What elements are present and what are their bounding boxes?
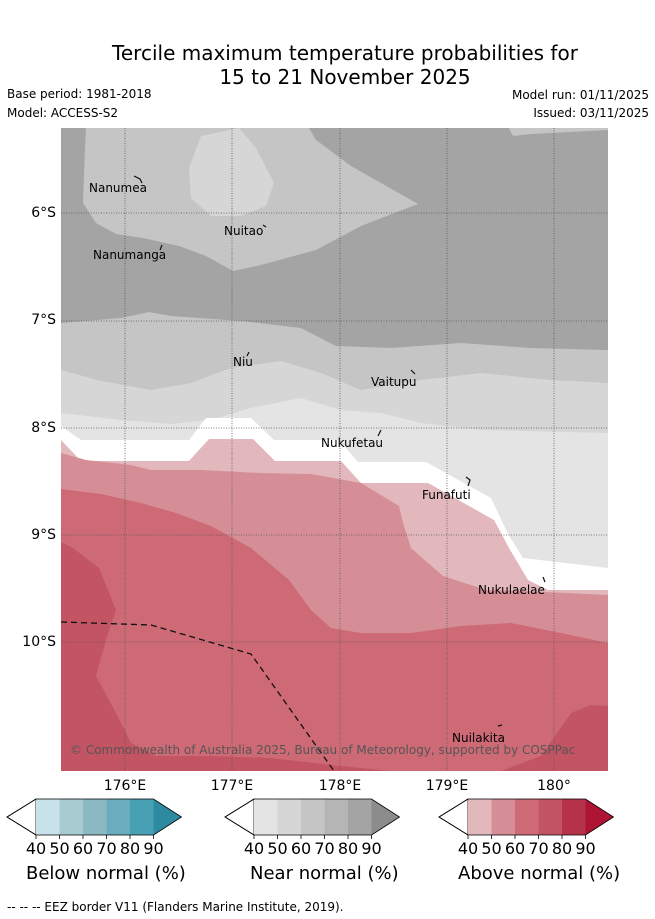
place-label-nukulaelae: Nukulaelae bbox=[478, 583, 545, 597]
lat-label-10s: 10°S bbox=[22, 634, 56, 650]
colorbar-tick-label: 60 bbox=[73, 839, 93, 858]
lat-label-6s: 6°S bbox=[31, 205, 56, 221]
colorbar-below-normal: 40 50 60 70 80 90 bbox=[6, 798, 211, 862]
lon-label-176e: 176°E bbox=[103, 778, 147, 794]
colorbar-tick-label: 80 bbox=[338, 839, 358, 858]
place-label-nanumea: Nanumea bbox=[89, 181, 147, 195]
colorbar-label-below-normal: Below normal (%) bbox=[26, 863, 186, 884]
colorbar-tick-label: 60 bbox=[505, 839, 525, 858]
place-label-nukufetau: Nukufetau bbox=[321, 436, 384, 450]
lon-label-180: 180° bbox=[537, 778, 571, 794]
colorbar-tick-label: 40 bbox=[244, 839, 264, 858]
title-line-1: Tercile maximum temperature probabilitie… bbox=[112, 41, 578, 65]
lon-label-179e: 179°E bbox=[425, 778, 469, 794]
lon-label-178e: 178°E bbox=[318, 778, 362, 794]
near-normal-region-light-north bbox=[189, 128, 274, 216]
colorbar-label-near-normal: Near normal (%) bbox=[250, 863, 399, 884]
colorbar-tick-label: 40 bbox=[26, 839, 46, 858]
colorbar-tick-label: 80 bbox=[552, 839, 572, 858]
above-normal-region-70-west bbox=[61, 542, 391, 771]
colorbar-swatch bbox=[106, 799, 130, 835]
colorbar-label-above-normal: Above normal (%) bbox=[458, 863, 621, 884]
colorbar-swatch bbox=[538, 799, 562, 835]
colorbar-svg: 40 50 60 70 80 90 bbox=[224, 798, 401, 858]
colorbar-swatch bbox=[36, 799, 60, 835]
copyright-notice: © Commonwealth of Australia 2025, Bureau… bbox=[70, 743, 576, 757]
place-label-nuitao: Nuitao bbox=[224, 224, 264, 238]
colorbar-swatch bbox=[562, 799, 586, 835]
colorbar-tick-label: 70 bbox=[528, 839, 548, 858]
colorbar-under-extend bbox=[224, 798, 255, 836]
colorbar-swatch bbox=[277, 799, 301, 835]
colorbar-swatch bbox=[468, 799, 492, 835]
colorbar-swatch bbox=[83, 799, 107, 835]
title-line-2: 15 to 21 November 2025 bbox=[219, 65, 471, 89]
colorbar-tick-label: 70 bbox=[314, 839, 334, 858]
lon-label-177e: 177°E bbox=[210, 778, 254, 794]
colorbar-swatch bbox=[59, 799, 83, 835]
model-run: Model run: 01/11/2025 bbox=[511, 88, 649, 102]
colorbar-swatch bbox=[130, 799, 154, 835]
colorbar-swatch bbox=[348, 799, 372, 835]
colorbar-under-extend bbox=[438, 798, 469, 836]
island-outlines bbox=[133, 175, 546, 727]
colorbar-above-normal: 40 50 60 70 80 90 bbox=[438, 798, 643, 862]
colorbar-svg: 40 50 60 70 80 90 bbox=[438, 798, 615, 858]
colorbar-tick-label: 90 bbox=[575, 839, 595, 858]
place-label-funafuti: Funafuti bbox=[422, 488, 471, 502]
colorbar-near-normal: 40 50 60 70 80 90 bbox=[224, 798, 429, 862]
place-label-vaitupu: Vaitupu bbox=[371, 375, 417, 389]
issued-date: Issued: 03/11/2025 bbox=[533, 106, 649, 120]
place-label-nuilakita: Nuilakita bbox=[452, 731, 505, 745]
place-label-nanumanga: Nanumanga bbox=[93, 248, 167, 262]
colorbar-tick-label: 50 bbox=[49, 839, 69, 858]
probability-map bbox=[61, 128, 608, 771]
above-normal-region-70-east bbox=[501, 705, 608, 771]
model-name: Model: ACCESS-S2 bbox=[7, 106, 119, 120]
colorbar-tick-label: 70 bbox=[96, 839, 116, 858]
colorbar-tick-label: 50 bbox=[267, 839, 287, 858]
lat-label-7s: 7°S bbox=[31, 312, 56, 328]
colorbar-tick-label: 50 bbox=[481, 839, 501, 858]
colorbar-swatch bbox=[301, 799, 325, 835]
colorbar-swatch bbox=[254, 799, 278, 835]
colorbar-over-extend bbox=[371, 799, 400, 835]
base-period: Base period: 1981-2018 bbox=[7, 87, 152, 101]
colorbar-swatch bbox=[324, 799, 348, 835]
lat-label-9s: 9°S bbox=[31, 527, 56, 543]
near-normal-region-corner bbox=[509, 128, 608, 136]
eez-legend: -- -- -- EEZ border V11 (Flanders Marine… bbox=[7, 900, 344, 914]
colorbar-svg: 40 50 60 70 80 90 bbox=[6, 798, 183, 858]
colorbar-tick-label: 90 bbox=[143, 839, 163, 858]
eez-border-line bbox=[61, 621, 335, 771]
graticule bbox=[61, 128, 608, 771]
colorbar-tick-label: 90 bbox=[361, 839, 381, 858]
colorbar-swatch bbox=[491, 799, 515, 835]
colorbar-under-extend bbox=[6, 798, 37, 836]
colorbar-tick-label: 40 bbox=[458, 839, 478, 858]
colorbar-over-extend bbox=[585, 799, 614, 835]
colorbar-tick-label: 60 bbox=[291, 839, 311, 858]
place-label-niu: Niu bbox=[233, 355, 253, 369]
colorbar-tick-label: 80 bbox=[120, 839, 140, 858]
colorbar-swatch bbox=[515, 799, 539, 835]
lat-label-8s: 8°S bbox=[31, 420, 56, 436]
above-normal-region-60 bbox=[61, 489, 608, 771]
colorbar-over-extend bbox=[153, 799, 182, 835]
